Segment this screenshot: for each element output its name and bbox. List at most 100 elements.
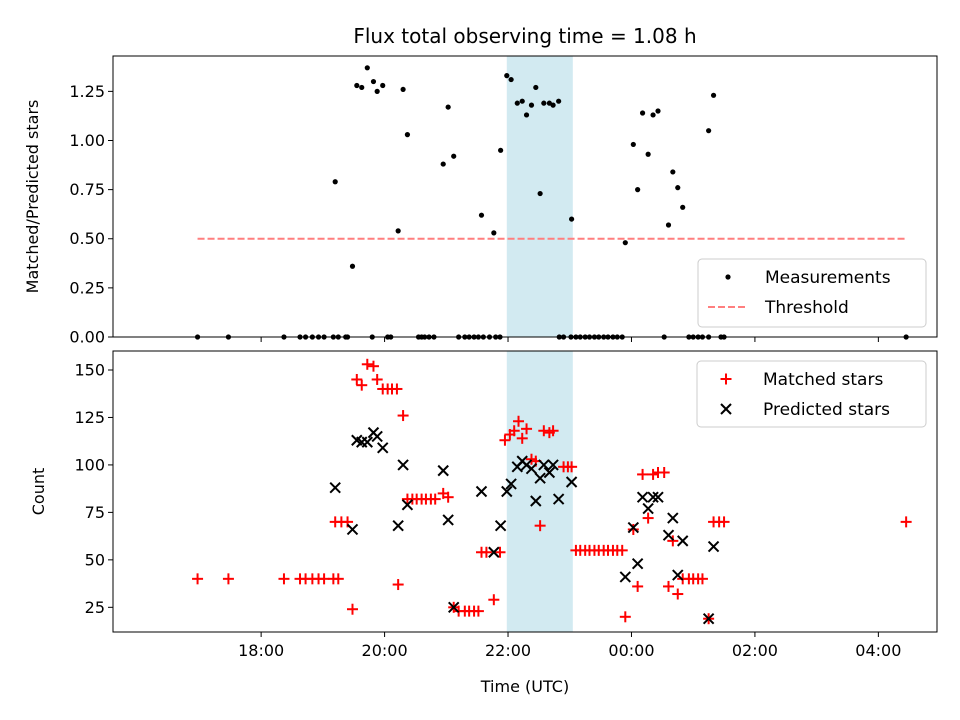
measurement-point	[630, 141, 636, 148]
measurement-point	[675, 185, 681, 191]
predicted-star-point	[377, 442, 389, 454]
time-x-tick-label: 18:00	[238, 641, 284, 660]
count-legend-box	[696, 360, 927, 428]
measurement-point	[528, 102, 535, 108]
matched-star-point	[513, 415, 525, 427]
matched-star-point	[547, 425, 559, 437]
matched-star-point	[508, 425, 520, 437]
time-x-tick-label: 02:00	[732, 641, 778, 660]
measurement-point	[706, 128, 712, 134]
chart-title: Flux total observing time = 1.08 h	[353, 24, 696, 48]
matched-star-point	[538, 425, 550, 437]
measurement-point	[404, 132, 411, 138]
measurement-point	[504, 73, 510, 79]
predicted-star-point	[652, 491, 664, 503]
measurement-point	[665, 222, 672, 228]
matched-star-point	[371, 373, 383, 385]
count-y-tick-label: 150	[74, 360, 105, 379]
count-y-tick-label: 100	[74, 455, 105, 474]
measurement-point	[395, 228, 401, 234]
measurement-point	[508, 76, 514, 83]
predicted-star-point	[401, 499, 414, 511]
legend-matched-label: Matched stars	[763, 370, 883, 390]
matched-star-point	[361, 358, 373, 370]
matched-star-point	[442, 491, 454, 503]
predicted-star-point	[707, 540, 720, 553]
matched-star-point	[534, 520, 546, 532]
ratio-y-tick-label: 0.75	[69, 180, 105, 199]
matched-star-point	[346, 603, 358, 615]
predicted-star-point	[329, 481, 341, 494]
ratio-y-tick-label: 0.00	[69, 328, 105, 347]
predicted-star-point	[475, 485, 488, 498]
measurement-point	[639, 110, 646, 116]
measurement-point	[710, 92, 717, 98]
measurement-point	[380, 82, 386, 89]
measurement-point	[370, 78, 377, 85]
predicted-star-point	[505, 478, 517, 490]
legend-measurements-marker	[725, 274, 731, 280]
predicted-star-point	[631, 557, 644, 570]
ratio-panel-frame	[112, 55, 938, 338]
legend-x-glyph	[720, 403, 732, 415]
matched-star-point	[356, 379, 368, 391]
matched-star-point	[397, 410, 409, 422]
predicted-star-points	[329, 426, 720, 625]
legend-threshold-label: Threshold	[764, 298, 849, 318]
matched-star-point	[663, 580, 675, 592]
matched-star-point	[488, 594, 500, 606]
matched-star-point	[900, 516, 912, 528]
predicted-star-point	[627, 521, 640, 534]
measurement-point	[650, 112, 656, 118]
predicted-star-point	[525, 463, 538, 475]
measurement-point	[680, 204, 686, 210]
predicted-star-point	[543, 466, 556, 479]
measurement-point	[550, 102, 556, 108]
ratio-y-tick-label: 0.50	[69, 229, 105, 248]
predicted-star-point	[448, 601, 460, 614]
legend-plus-glyph	[720, 373, 732, 385]
predicted-star-point	[442, 514, 454, 526]
measurement-point	[519, 98, 525, 104]
matched-star-point	[516, 432, 528, 444]
legend-measurements-label: Measurements	[765, 268, 891, 288]
predicted-star-point	[392, 519, 404, 532]
ratio-y-tick-label: 0.25	[69, 278, 105, 297]
measurement-point	[514, 100, 520, 106]
time-x-axis-label: Time (UTC)	[480, 677, 569, 696]
measurement-point	[537, 190, 543, 197]
matched-star-point	[494, 546, 506, 558]
predicted-star-point	[534, 472, 546, 484]
legend-predicted-marker	[720, 403, 732, 415]
predicted-star-point	[361, 436, 374, 448]
legend-predicted-label: Predicted stars	[763, 400, 890, 420]
predicted-star-point	[676, 535, 689, 547]
measurement-point	[359, 84, 365, 91]
predicted-star-point	[346, 523, 359, 536]
matched-star-point	[696, 573, 708, 585]
predicted-star-point	[667, 512, 679, 524]
matched-star-point	[658, 467, 670, 479]
measurement-point	[354, 82, 360, 89]
ratio-y-ticks: 0.00 0.25 0.50 0.75 1.00 1.25	[69, 82, 113, 347]
count-legend: Matched stars Predicted stars	[696, 360, 927, 428]
matched-star-point	[318, 573, 330, 585]
measurement-point	[364, 65, 370, 71]
predicted-star-point	[371, 430, 383, 443]
time-x-tick-label: 04:00	[855, 641, 901, 660]
count-y-ticks: 25 50 75 100 125 150	[74, 360, 113, 617]
measurement-point	[622, 240, 628, 246]
matched-star-point	[222, 573, 234, 585]
predicted-star-point	[672, 569, 684, 581]
measurement-point	[498, 147, 504, 153]
matched-star-point	[667, 535, 679, 547]
matched-star-point	[619, 611, 631, 623]
measurement-point	[655, 108, 661, 114]
ratio-legend: Measurements Threshold	[697, 258, 927, 328]
count-panel: 25 50 75 100 125 150 18:00 20:00 22:00 00:00 02:0…	[29, 350, 938, 696]
measurement-point	[374, 88, 380, 94]
predicted-star-point	[642, 502, 654, 515]
matched-star-point	[480, 546, 492, 558]
matched-star-point	[718, 516, 730, 528]
